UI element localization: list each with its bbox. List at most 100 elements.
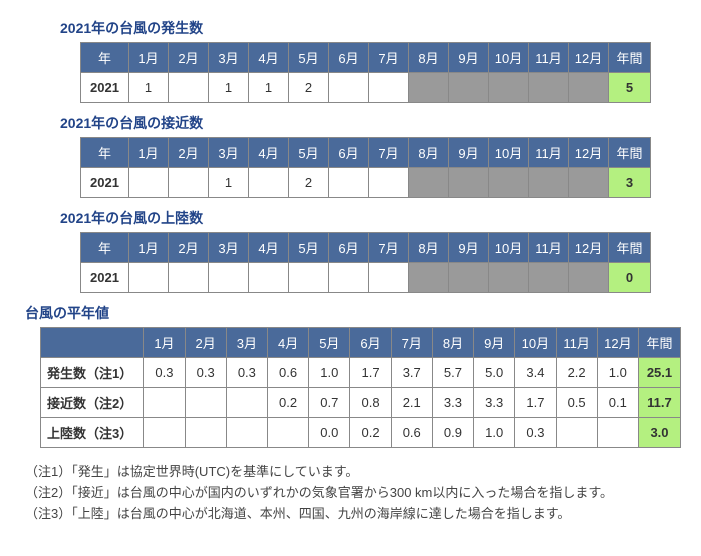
cell-total: 11.7 (638, 388, 680, 418)
cell-month: 2 (289, 168, 329, 198)
typhoon-table: 年1月2月3月4月5月6月7月8月9月10月11月12月年間202111125 (80, 42, 651, 103)
cell-month (489, 73, 529, 103)
cell-total: 0 (609, 263, 651, 293)
col-month: 10月 (489, 233, 529, 263)
cell-value (144, 418, 185, 448)
cell-month (329, 168, 369, 198)
cell-month (409, 168, 449, 198)
section-title: 2021年の台風の発生数 (60, 18, 681, 38)
average-table: 1月2月3月4月5月6月7月8月9月10月11月12月年間発生数（注1）0.30… (40, 327, 681, 448)
col-month: 10月 (515, 328, 556, 358)
col-month: 7月 (369, 138, 409, 168)
cell-month (329, 263, 369, 293)
col-month: 5月 (309, 328, 350, 358)
note-line: （注2）「接近」は台風の中心が国内のいずれかの気象官署から300 km以内に入っ… (25, 483, 681, 504)
cell-month (569, 168, 609, 198)
cell-value: 0.6 (391, 418, 432, 448)
col-month: 3月 (209, 43, 249, 73)
cell-month (409, 263, 449, 293)
cell-value: 0.1 (597, 388, 638, 418)
cell-month (409, 73, 449, 103)
cell-month (289, 263, 329, 293)
col-month: 9月 (449, 233, 489, 263)
col-month: 12月 (597, 328, 638, 358)
col-month: 7月 (369, 43, 409, 73)
col-month: 6月 (350, 328, 391, 358)
cell-value: 0.2 (350, 418, 391, 448)
cell-month (529, 263, 569, 293)
cell-value: 1.0 (309, 358, 350, 388)
cell-total: 25.1 (638, 358, 680, 388)
col-month: 4月 (249, 138, 289, 168)
table-header-row: 1月2月3月4月5月6月7月8月9月10月11月12月年間 (41, 328, 681, 358)
cell-year: 2021 (81, 263, 129, 293)
col-total: 年間 (609, 43, 651, 73)
cell-value: 0.3 (144, 358, 185, 388)
cell-month (169, 168, 209, 198)
cell-month (569, 73, 609, 103)
cell-year: 2021 (81, 168, 129, 198)
cell-value: 0.7 (309, 388, 350, 418)
col-month: 2月 (169, 233, 209, 263)
col-total: 年間 (638, 328, 680, 358)
cell-month (449, 263, 489, 293)
col-month: 1月 (144, 328, 185, 358)
cell-month (449, 73, 489, 103)
col-month: 2月 (185, 328, 226, 358)
note-line: （注3）「上陸」は台風の中心が北海道、本州、四国、九州の海岸線に達した場合を指し… (25, 504, 681, 525)
table-row: 202111125 (81, 73, 651, 103)
table-row: 2021123 (81, 168, 651, 198)
avg-title: 台風の平年値 (25, 303, 681, 323)
typhoon-table: 年1月2月3月4月5月6月7月8月9月10月11月12月年間20210 (80, 232, 651, 293)
table-row: 接近数（注2）0.20.70.82.13.33.31.70.50.111.7 (41, 388, 681, 418)
col-month: 2月 (169, 138, 209, 168)
cell-value: 0.9 (432, 418, 473, 448)
cell-value: 1.7 (350, 358, 391, 388)
cell-month (249, 168, 289, 198)
col-month: 7月 (369, 233, 409, 263)
col-month: 8月 (432, 328, 473, 358)
cell-value (185, 388, 226, 418)
col-label (41, 328, 144, 358)
row-label: 接近数（注2） (41, 388, 144, 418)
cell-year: 2021 (81, 73, 129, 103)
col-month: 1月 (129, 138, 169, 168)
section-title: 2021年の台風の接近数 (60, 113, 681, 133)
cell-month (369, 73, 409, 103)
cell-value: 3.3 (474, 388, 515, 418)
col-month: 9月 (449, 43, 489, 73)
cell-value: 2.2 (556, 358, 597, 388)
col-month: 4月 (249, 233, 289, 263)
cell-total: 3.0 (638, 418, 680, 448)
cell-month: 2 (289, 73, 329, 103)
col-month: 1月 (129, 233, 169, 263)
cell-value: 3.4 (515, 358, 556, 388)
cell-value: 3.7 (391, 358, 432, 388)
cell-value: 3.3 (432, 388, 473, 418)
cell-month (489, 263, 529, 293)
table-row: 上陸数（注3）0.00.20.60.91.00.33.0 (41, 418, 681, 448)
col-year: 年 (81, 233, 129, 263)
cell-month: 1 (209, 168, 249, 198)
table-row: 2021 0 (81, 263, 651, 293)
col-year: 年 (81, 138, 129, 168)
cell-value (226, 418, 267, 448)
cell-value (226, 388, 267, 418)
table-row: 発生数（注1）0.30.30.30.61.01.73.75.75.03.42.2… (41, 358, 681, 388)
col-month: 5月 (289, 233, 329, 263)
row-label: 上陸数（注3） (41, 418, 144, 448)
cell-value (185, 418, 226, 448)
col-month: 6月 (329, 138, 369, 168)
col-month: 8月 (409, 138, 449, 168)
col-month: 3月 (209, 233, 249, 263)
cell-value: 0.3 (185, 358, 226, 388)
cell-month (329, 73, 369, 103)
cell-value (556, 418, 597, 448)
cell-month (169, 263, 209, 293)
cell-value: 1.7 (515, 388, 556, 418)
col-month: 10月 (489, 43, 529, 73)
cell-month: 1 (209, 73, 249, 103)
col-month: 6月 (329, 233, 369, 263)
cell-month (489, 168, 529, 198)
section-title: 2021年の台風の上陸数 (60, 208, 681, 228)
